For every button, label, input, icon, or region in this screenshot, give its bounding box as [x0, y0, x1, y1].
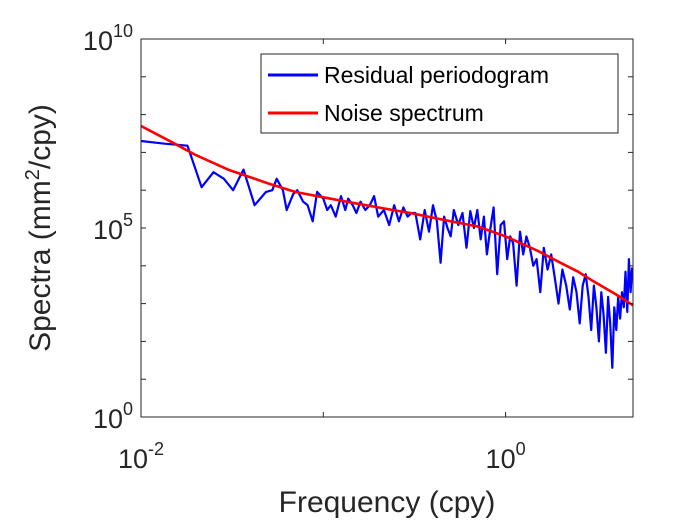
x-tick-label-exp: 0	[516, 439, 526, 459]
x-tick-label-base: 10	[118, 444, 148, 474]
x-tick-label: 100	[486, 439, 526, 474]
y-tick-label: 1010	[83, 21, 133, 56]
y-axis-title-prefix: Spectra (mm	[24, 180, 57, 352]
y-tick-label-base: 10	[83, 26, 113, 56]
legend-label-noise: Noise spectrum	[324, 100, 484, 126]
series-group	[140, 124, 634, 369]
y-tick-label: 100	[93, 399, 133, 434]
y-tick-label-exp: 5	[123, 210, 133, 230]
series-line-residual	[140, 139, 634, 369]
y-axis-title: Spectra (mm2/cpy)	[22, 104, 57, 352]
y-tick-label-exp: 0	[123, 399, 133, 419]
x-axis-title: Frequency (cpy)	[279, 486, 496, 519]
legend: Residual periodogram Noise spectrum	[260, 53, 619, 134]
x-tick-label: 10-2	[118, 439, 164, 474]
y-tick-label-base: 10	[93, 215, 123, 245]
legend-label-residual: Residual periodogram	[324, 62, 549, 88]
y-axis-title-sup: 2	[22, 169, 44, 180]
y-tick-label-exp: 10	[113, 21, 133, 41]
legend-box	[260, 53, 619, 134]
x-tick-label-base: 10	[486, 444, 516, 474]
series-line-noise	[140, 124, 634, 307]
x-tick-label-exp: -2	[148, 439, 164, 459]
y-tick-label: 105	[93, 210, 133, 245]
y-axis-title-suffix: /cpy)	[24, 104, 57, 169]
y-tick-label-base: 10	[93, 404, 123, 434]
